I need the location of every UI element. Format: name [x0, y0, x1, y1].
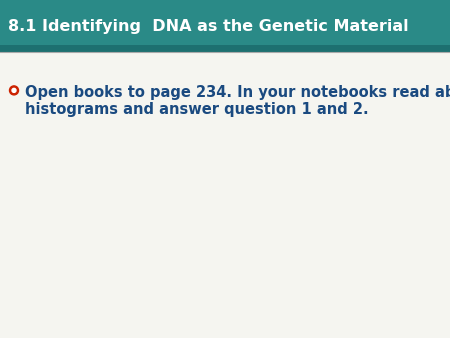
Text: Open books to page 234. In your notebooks read about: Open books to page 234. In your notebook… — [25, 86, 450, 100]
Text: histograms and answer question 1 and 2.: histograms and answer question 1 and 2. — [25, 102, 369, 117]
Bar — [0, 45, 450, 52]
Text: 8.1 Identifying  DNA as the Genetic Material: 8.1 Identifying DNA as the Genetic Mater… — [8, 19, 409, 34]
Bar — [0, 0, 450, 52]
Circle shape — [12, 89, 16, 92]
Circle shape — [9, 86, 18, 95]
